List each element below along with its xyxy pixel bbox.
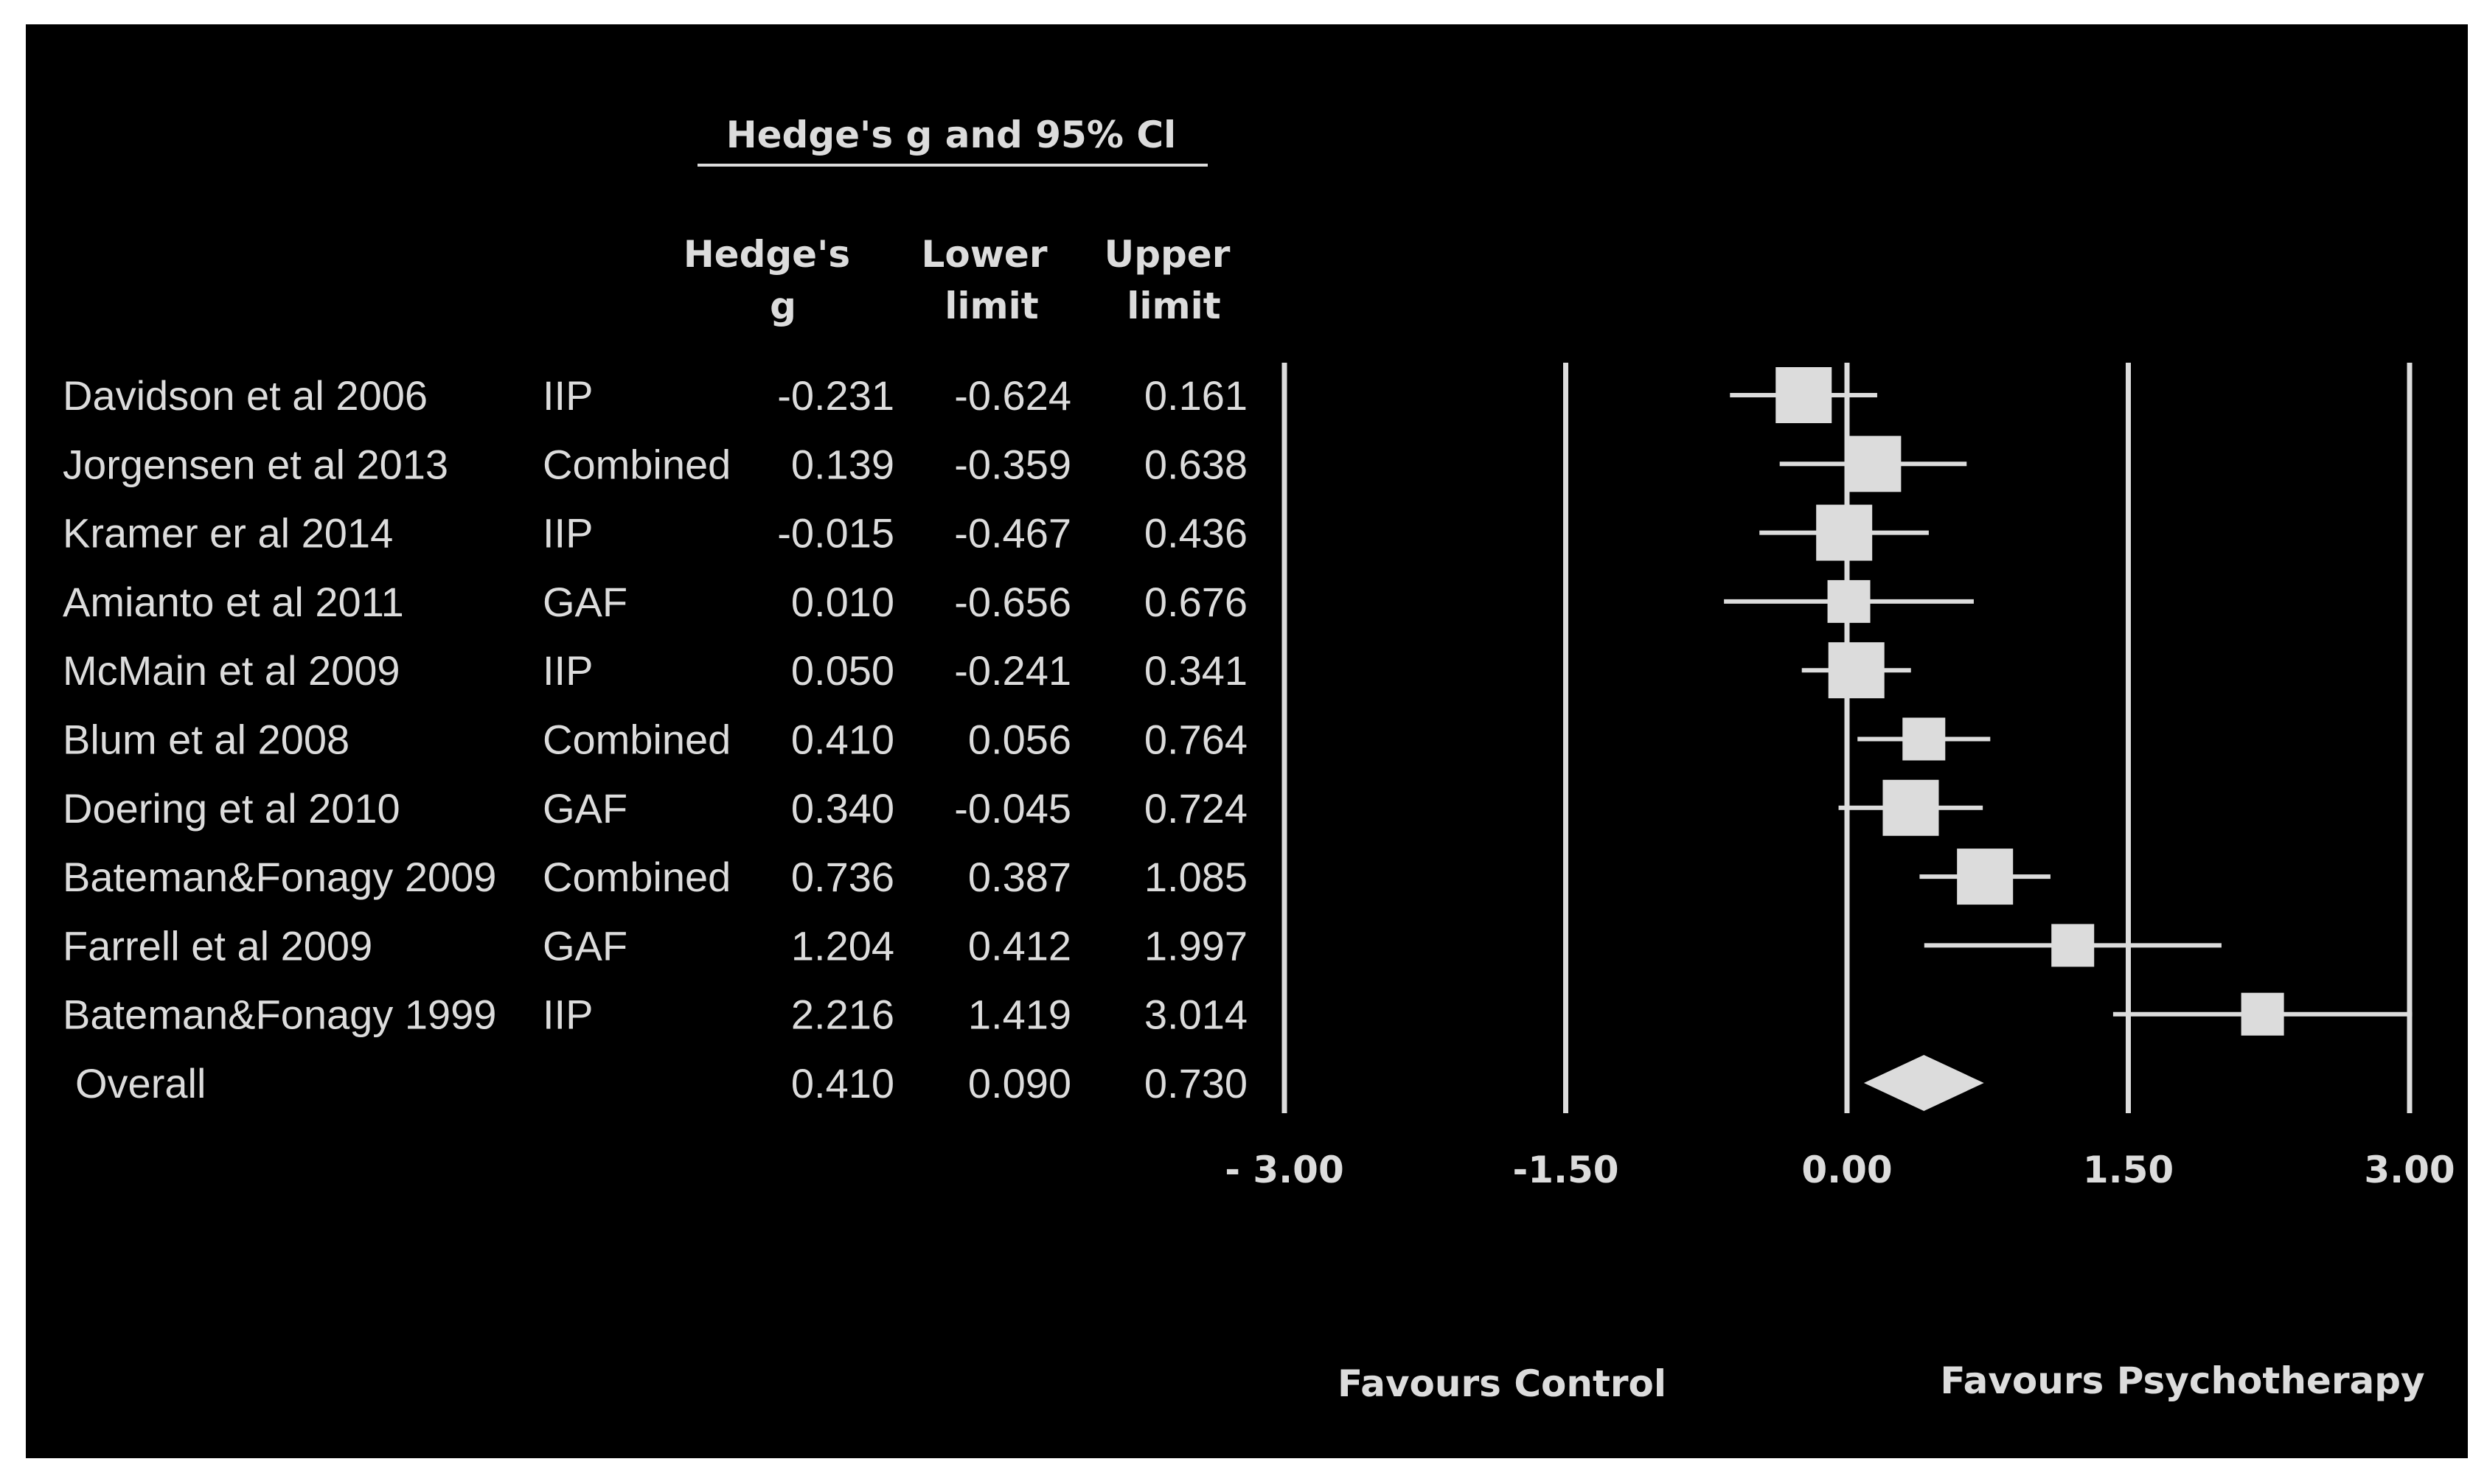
forest-plot-panel [26,24,2468,1458]
overall-g: 0.410 [791,1060,894,1107]
effect-marker [1957,849,2014,905]
study-rows: Davidson et al 2006 IIP -0.231 -0.624 0.161 J… [63,372,1248,1107]
study-outcome: IIP [543,510,593,557]
study-name: Jorgensen et al 2013 [63,441,448,487]
study-upper: 1.997 [1144,922,1248,969]
study-name: Doering et al 2010 [63,785,400,832]
study-name: Farrell et al 2009 [63,922,372,969]
study-name: Bateman&Fonagy 2009 [63,854,496,900]
study-upper: 0.764 [1144,717,1248,763]
effect-marker [1775,367,1832,423]
col-header-upper-line2: limit [1127,285,1220,327]
study-upper: 1.085 [1144,854,1248,900]
study-outcome: GAF [543,785,627,832]
study-lower: -0.656 [954,579,1071,625]
study-g: -0.015 [777,510,894,557]
axis-tick-label: -1.50 [1512,1149,1618,1191]
favours-psychotherapy-label: Favours Psychotherapy [1940,1359,2424,1402]
study-lower: -0.045 [954,785,1071,832]
study-name: McMain et al 2009 [63,647,400,694]
col-header-g-line2: g [770,285,796,327]
study-g: 1.204 [791,922,894,969]
axis-tick-label: 3.00 [2364,1149,2455,1191]
col-header-upper-line1: Upper [1105,233,1231,276]
overall-diamond [1863,1055,1984,1111]
col-header-g-line1: Hedge's [684,233,850,276]
study-lower: -0.467 [954,510,1071,557]
study-upper: 0.161 [1144,372,1248,419]
axis-tick-label: 0.00 [1801,1149,1892,1191]
study-g: 0.139 [791,441,894,487]
study-lower: 0.387 [968,854,1071,900]
study-lower: -0.241 [954,647,1071,694]
plot-area: - 3.00 -1.50 0.00 1.50 3.00 [1225,363,2455,1191]
study-lower: 1.419 [968,992,1071,1038]
study-name: Bateman&Fonagy 1999 [63,992,496,1038]
study-name: Blum et al 2008 [63,717,349,763]
study-g: 2.216 [791,992,894,1038]
effect-marker [1816,504,1873,561]
effect-marker [2241,992,2284,1036]
effect-marker [1845,436,1902,492]
axis-tick-label: - 3.00 [1225,1149,1344,1191]
study-g: 0.050 [791,647,894,694]
effect-marker [2051,924,2095,967]
axis-tick-label: 1.50 [2083,1149,2174,1191]
study-g: 0.736 [791,854,894,900]
study-upper: 0.676 [1144,579,1248,625]
study-g: 0.410 [791,717,894,763]
study-upper: 3.014 [1144,992,1248,1038]
overall-lower: 0.090 [968,1060,1071,1107]
study-upper: 0.341 [1144,647,1248,694]
study-g: 0.340 [791,785,894,832]
study-outcome: GAF [543,579,627,625]
favours-control-label: Favours Control [1338,1362,1666,1405]
study-outcome: Combined [543,441,731,487]
effect-marker [1902,717,1946,761]
study-upper: 0.638 [1144,441,1248,487]
study-outcome: IIP [543,372,593,419]
study-lower: -0.624 [954,372,1071,419]
effect-marker [1882,779,1939,836]
effect-marker [1827,579,1871,623]
study-outcome: Combined [543,717,731,763]
study-name: Kramer er al 2014 [63,510,393,557]
study-g: 0.010 [791,579,894,625]
chart-title: Hedge's g and 95% Cl [726,114,1176,156]
study-g: -0.231 [777,372,894,419]
study-lower: -0.359 [954,441,1071,487]
col-header-lower-line1: Lower [922,233,1048,276]
study-outcome: GAF [543,922,627,969]
overall-name: Overall [75,1060,206,1107]
overall-upper: 0.730 [1144,1060,1248,1107]
effect-marker [1828,642,1885,699]
study-outcome: IIP [543,647,593,694]
study-lower: 0.056 [968,717,1071,763]
study-lower: 0.412 [968,922,1071,969]
study-upper: 0.436 [1144,510,1248,557]
study-upper: 0.724 [1144,785,1248,832]
study-name: Davidson et al 2006 [63,372,428,419]
study-outcome: IIP [543,992,593,1038]
study-outcome: Combined [543,854,731,900]
col-header-lower-line2: limit [945,285,1038,327]
study-name: Amianto et al 2011 [63,579,404,625]
